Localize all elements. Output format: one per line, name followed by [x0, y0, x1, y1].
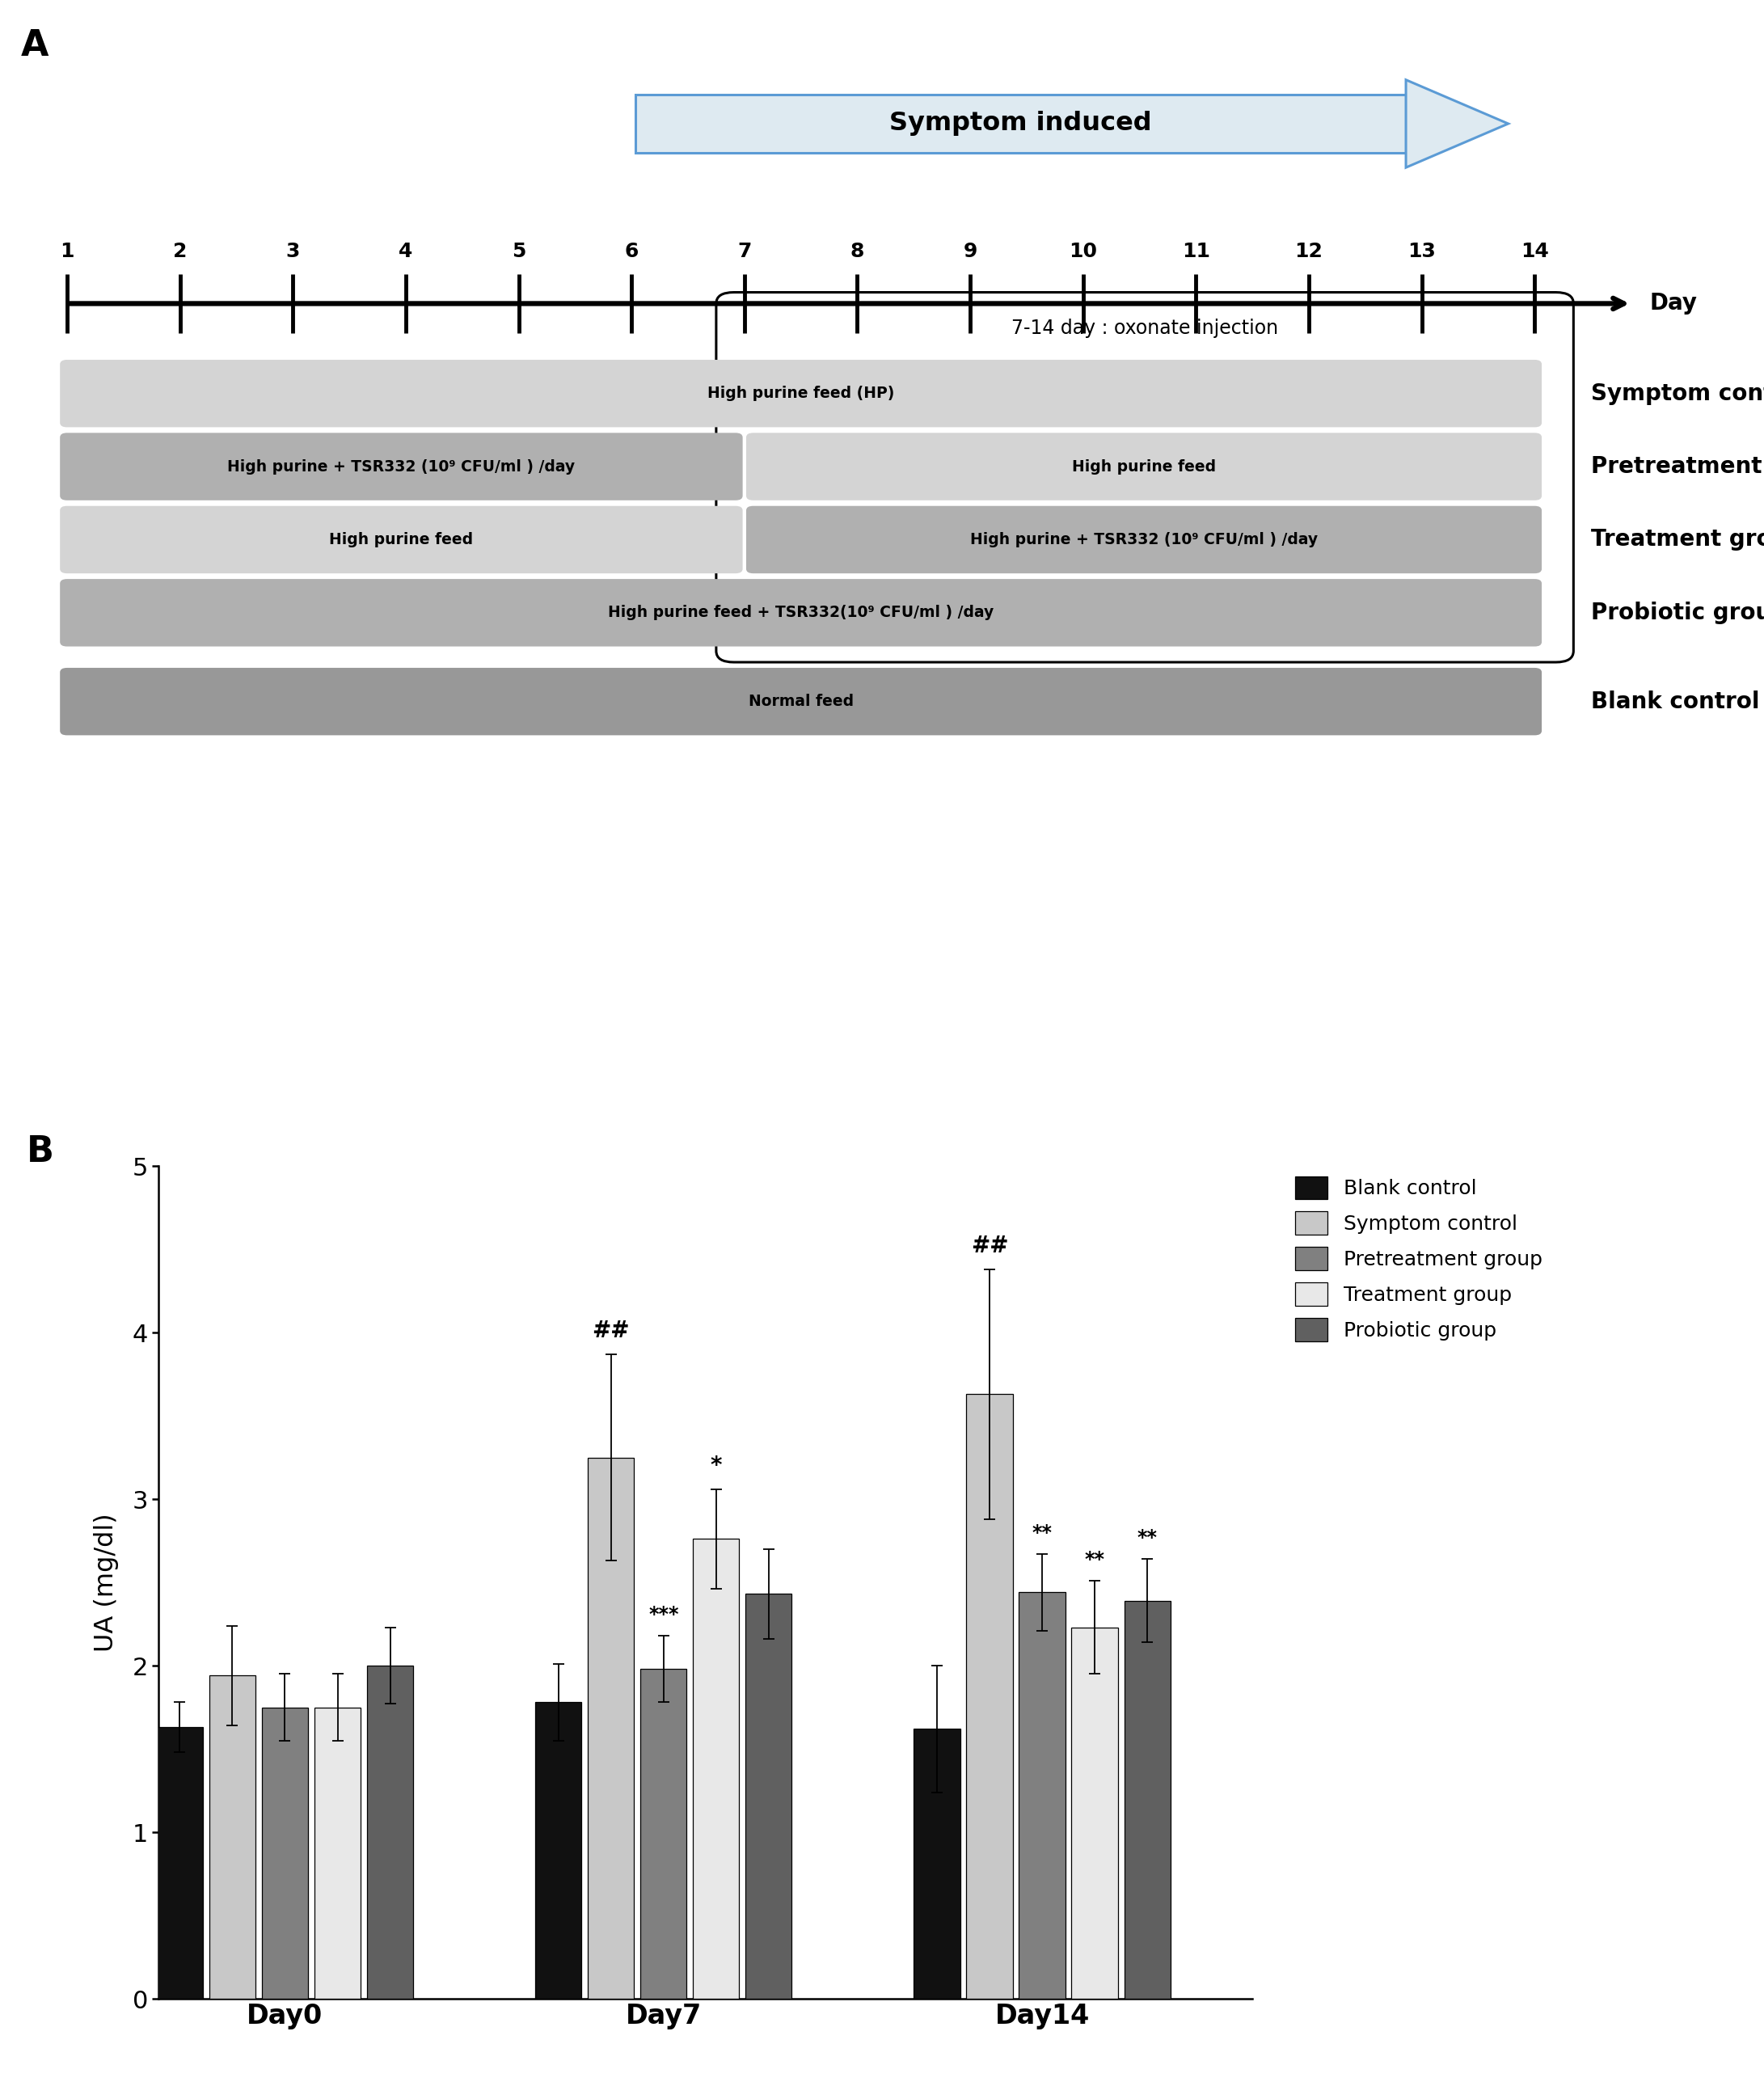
Bar — [967, 1395, 1013, 1999]
Text: Probiotic group: Probiotic group — [1591, 602, 1764, 625]
Text: **: ** — [1138, 1528, 1157, 1547]
Bar — [693, 1539, 739, 1999]
FancyBboxPatch shape — [746, 506, 1542, 573]
Text: 14: 14 — [1521, 242, 1549, 260]
Bar — [1071, 1628, 1118, 1999]
Bar — [261, 1707, 309, 1999]
Text: High purine feed: High purine feed — [1073, 458, 1215, 475]
Text: Treatment group: Treatment group — [1591, 529, 1764, 552]
Text: High purine + TSR332 (10⁹ CFU/ml ) /day: High purine + TSR332 (10⁹ CFU/ml ) /day — [228, 458, 575, 475]
FancyBboxPatch shape — [60, 506, 743, 573]
FancyBboxPatch shape — [60, 579, 1542, 645]
Text: Blank control: Blank control — [1591, 691, 1760, 712]
Text: Day: Day — [1649, 291, 1697, 314]
Bar — [640, 1670, 686, 1999]
Text: 6: 6 — [624, 242, 639, 260]
Text: 7: 7 — [737, 242, 751, 260]
Polygon shape — [1406, 79, 1508, 167]
Text: High purine feed (HP): High purine feed (HP) — [707, 385, 894, 402]
Text: 2: 2 — [173, 242, 187, 260]
Text: 12: 12 — [1295, 242, 1323, 260]
Y-axis label: UA (mg/dl): UA (mg/dl) — [93, 1514, 118, 1651]
FancyBboxPatch shape — [746, 433, 1542, 500]
Bar — [210, 1676, 256, 1999]
Bar — [534, 1703, 582, 1999]
Text: High purine feed: High purine feed — [330, 533, 473, 548]
Bar — [157, 1728, 203, 1999]
Bar — [1020, 1593, 1065, 1999]
Text: 4: 4 — [399, 242, 413, 260]
Text: 3: 3 — [286, 242, 300, 260]
Text: 8: 8 — [850, 242, 864, 260]
Text: High purine + TSR332 (10⁹ CFU/ml ) /day: High purine + TSR332 (10⁹ CFU/ml ) /day — [970, 533, 1318, 548]
Text: A: A — [21, 27, 49, 62]
FancyBboxPatch shape — [635, 94, 1406, 152]
Text: ##: ## — [593, 1320, 630, 1343]
FancyBboxPatch shape — [60, 360, 1542, 427]
Text: ##: ## — [970, 1235, 1009, 1258]
Legend: Blank control, Symptom control, Pretreatment group, Treatment group, Probiotic g: Blank control, Symptom control, Pretreat… — [1295, 1176, 1544, 1341]
Text: Symptom induced: Symptom induced — [889, 110, 1152, 135]
Bar — [367, 1666, 413, 1999]
Bar — [1124, 1601, 1171, 1999]
FancyBboxPatch shape — [716, 291, 1573, 662]
Bar — [914, 1728, 960, 1999]
Text: ***: *** — [649, 1605, 679, 1624]
Bar — [746, 1595, 792, 1999]
Text: 1: 1 — [60, 242, 74, 260]
Bar — [587, 1457, 633, 1999]
Text: Symptom control: Symptom control — [1591, 383, 1764, 404]
Text: *: * — [711, 1455, 721, 1478]
Text: **: ** — [1032, 1522, 1051, 1543]
FancyBboxPatch shape — [60, 668, 1542, 735]
Text: 10: 10 — [1069, 242, 1097, 260]
Text: 7-14 day : oxonate injection: 7-14 day : oxonate injection — [1011, 319, 1279, 337]
Text: **: ** — [1085, 1549, 1104, 1570]
Text: Normal feed: Normal feed — [748, 693, 854, 710]
Text: 5: 5 — [512, 242, 526, 260]
Text: B: B — [26, 1135, 55, 1170]
Text: 13: 13 — [1408, 242, 1436, 260]
Text: High purine feed + TSR332(10⁹ CFU/ml ) /day: High purine feed + TSR332(10⁹ CFU/ml ) /… — [609, 606, 993, 620]
Text: 9: 9 — [963, 242, 977, 260]
Bar — [314, 1707, 360, 1999]
Text: 11: 11 — [1182, 242, 1210, 260]
FancyBboxPatch shape — [60, 433, 743, 500]
Text: Pretreatment group: Pretreatment group — [1591, 456, 1764, 479]
